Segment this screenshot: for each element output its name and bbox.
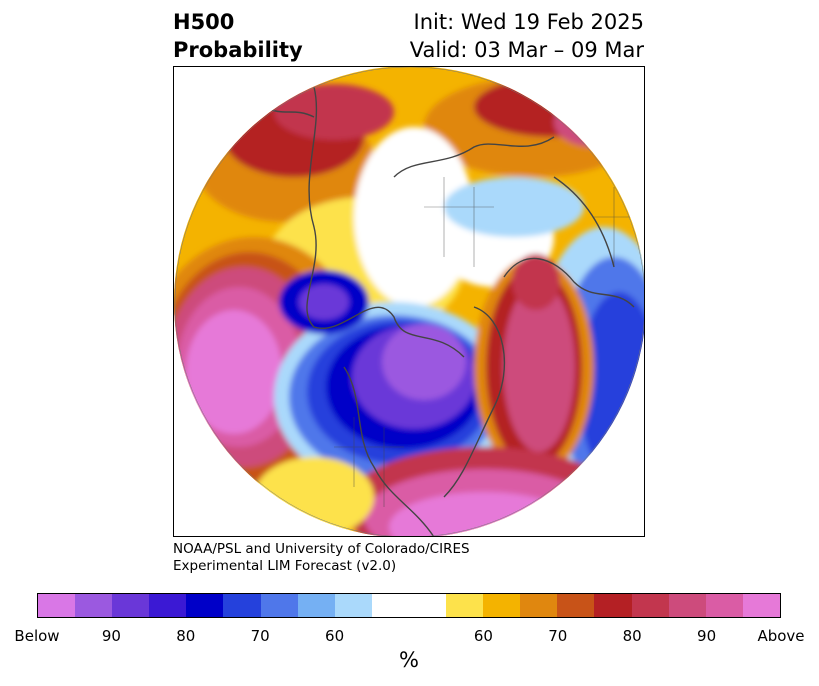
colorbar-tick-label: 90	[101, 627, 121, 645]
date-block: Init: Wed 19 Feb 2025 Valid: 03 Mar – 09…	[410, 8, 644, 64]
product-label: Probability	[173, 38, 303, 62]
colorbar-segment	[297, 594, 335, 617]
colorbar-segment	[594, 594, 632, 617]
colorbar-tick-label: Above	[757, 627, 805, 645]
colorbar-tick-label: 70	[548, 627, 568, 645]
colorbar-tick-label: 90	[697, 627, 717, 645]
colorbar-segment	[38, 594, 76, 617]
colorbar-segment	[186, 594, 224, 617]
credit-line-1: NOAA/PSL and University of Colorado/CIRE…	[173, 541, 470, 557]
colorbar-segment	[631, 594, 669, 617]
colorbar-segment	[446, 594, 484, 617]
colorbar-segment	[705, 594, 743, 617]
colorbar-segment	[149, 594, 187, 617]
init-date: Init: Wed 19 Feb 2025	[413, 10, 644, 34]
colorbar-segment	[75, 594, 113, 617]
colorbar-unit: %	[399, 648, 419, 672]
probability-map	[174, 67, 644, 536]
colorbar-tick-label: Below	[14, 627, 60, 645]
colorbar-segment	[371, 594, 409, 617]
colorbar-segment	[483, 594, 521, 617]
colorbar	[37, 593, 781, 618]
colorbar-segment	[408, 594, 447, 617]
probability-field	[174, 67, 644, 536]
colorbar-segment	[223, 594, 261, 617]
colorbar-segment	[668, 594, 706, 617]
map-panel	[173, 66, 645, 537]
valid-date: Valid: 03 Mar – 09 Mar	[409, 38, 644, 62]
colorbar-segment	[334, 594, 372, 617]
colorbar-tick-label: 60	[473, 627, 493, 645]
colorbar-segment	[520, 594, 558, 617]
colorbar-tick-label: 80	[176, 627, 196, 645]
colorbar-segment	[260, 594, 298, 617]
coastlines	[263, 86, 635, 536]
colorbar-tick-label: 80	[622, 627, 642, 645]
colorbar-segment	[557, 594, 595, 617]
credit-line-2: Experimental LIM Forecast (v2.0)	[173, 558, 397, 574]
colorbar-tick-label: 70	[250, 627, 270, 645]
variable-label: H500	[173, 10, 235, 34]
colorbar-tick-label: 60	[325, 627, 345, 645]
credit-block: NOAA/PSL and University of Colorado/CIRE…	[173, 541, 470, 575]
colorbar-segment	[742, 594, 780, 617]
colorbar-segment	[112, 594, 150, 617]
chart-title: H500 Probability	[173, 8, 303, 64]
